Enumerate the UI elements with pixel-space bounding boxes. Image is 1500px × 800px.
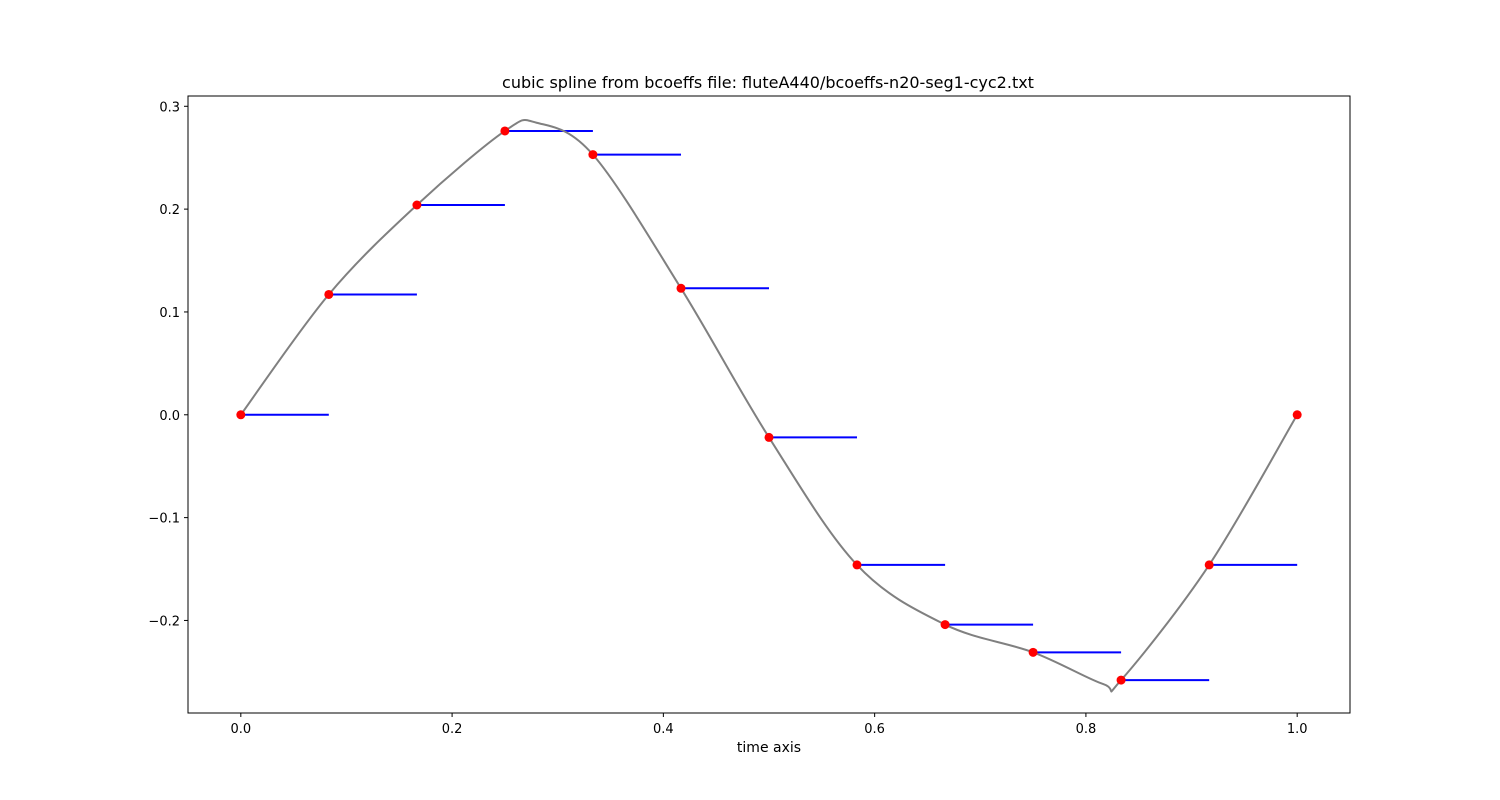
- knot-point: [940, 620, 950, 630]
- x-tick-label: 1.0: [1287, 722, 1308, 737]
- knot-point: [500, 126, 510, 136]
- x-tick-label: 0.0: [230, 722, 251, 737]
- knot-point: [1116, 675, 1126, 685]
- x-tick-label: 0.4: [653, 722, 674, 737]
- y-tick-label: 0.3: [159, 100, 180, 115]
- knot-point: [764, 432, 774, 442]
- y-tick-label: 0.2: [159, 203, 180, 218]
- knot-point: [412, 200, 422, 210]
- x-axis: 0.0 0.2 0.4 0.6 0.8 1.0: [230, 713, 1308, 737]
- knot-point: [1204, 560, 1214, 570]
- knot-point: [1292, 410, 1302, 420]
- x-tick-label: 0.6: [864, 722, 885, 737]
- knot-point: [324, 289, 334, 299]
- y-tick-label: 0.0: [159, 409, 180, 424]
- y-tick-label: 0.1: [159, 306, 180, 321]
- plot-area: [236, 118, 1302, 693]
- knot-point: [236, 410, 246, 420]
- x-axis-title: time axis: [737, 740, 801, 756]
- plot-frame: [187, 95, 1351, 714]
- y-axis: −0.2 −0.1 0.0 0.1 0.2 0.3: [148, 100, 188, 629]
- step-segments-layer: [240, 129, 1298, 682]
- y-tick-label: −0.2: [148, 614, 180, 629]
- x-tick-label: 0.2: [442, 722, 463, 737]
- y-tick-label: −0.1: [148, 512, 180, 527]
- knot-point: [1028, 647, 1038, 657]
- x-tick-label: 0.8: [1076, 722, 1097, 737]
- knot-point: [676, 283, 686, 293]
- knot-points-layer: [236, 126, 1302, 685]
- chart-title: cubic spline from bcoeffs file: fluteA44…: [502, 73, 1034, 92]
- knot-point: [852, 560, 862, 570]
- knot-point: [588, 150, 598, 160]
